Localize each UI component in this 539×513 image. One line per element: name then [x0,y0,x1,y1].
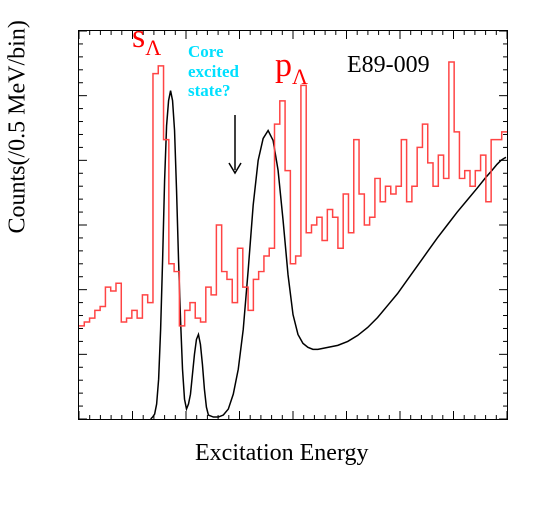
p-lambda-label: pΛ [275,47,308,90]
core-line3: state? [188,81,239,101]
p-lambda-text: p [275,47,292,84]
arrow-icon [225,115,245,185]
core-line2: excited [188,62,239,82]
theory-curve [151,91,506,419]
s-lambda-sub: Λ [145,35,161,60]
core-excited-label: Core excited state? [188,42,239,101]
y-axis-label: Counts(/0.5 MeV/bin) [5,20,32,233]
x-axis-label: Excitation Energy [195,440,369,467]
s-lambda-text: s [132,18,145,55]
core-line1: Core [188,42,239,62]
s-lambda-label: sΛ [132,18,161,61]
experiment-label: E89-009 [347,52,430,79]
data-histogram [79,62,507,326]
p-lambda-sub: Λ [292,64,308,89]
